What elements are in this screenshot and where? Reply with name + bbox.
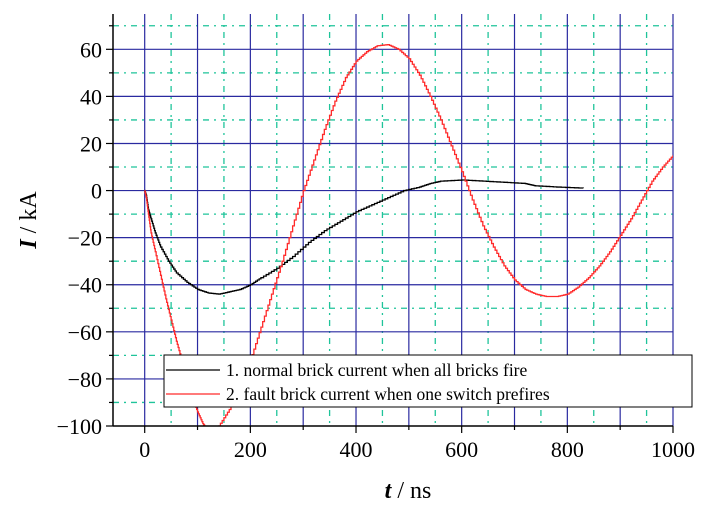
x-tick-label: 1000 bbox=[651, 437, 695, 462]
y-tick-label: −80 bbox=[68, 367, 102, 392]
y-tick-label: −100 bbox=[57, 414, 102, 439]
y-tick-label: 20 bbox=[80, 131, 102, 156]
y-axis-unit: / kA bbox=[16, 191, 42, 240]
axes bbox=[106, 14, 674, 433]
y-axis-title: I / kA bbox=[16, 191, 42, 250]
y-tick-label: 40 bbox=[80, 84, 102, 109]
x-axis-variable: t bbox=[385, 478, 393, 504]
x-tick-label: 200 bbox=[234, 437, 267, 462]
y-axis-variable: I bbox=[16, 238, 42, 250]
legend-box bbox=[163, 354, 693, 408]
x-axis-title: t / ns bbox=[385, 478, 432, 504]
y-tick-label: −20 bbox=[68, 226, 102, 251]
y-tick-label: 60 bbox=[80, 37, 102, 62]
y-tick-labels: −100 −80 −60 −40 −20 0 20 40 60 bbox=[57, 37, 102, 439]
y-tick-label: −60 bbox=[68, 320, 102, 345]
x-tick-label: 800 bbox=[551, 437, 584, 462]
x-tick-label: 400 bbox=[340, 437, 373, 462]
x-tick-labels: 0 200 400 600 800 1000 bbox=[139, 437, 695, 462]
legend-label-series-2: 2. fault brick current when one switch p… bbox=[226, 384, 550, 404]
x-tick-label: 0 bbox=[139, 437, 150, 462]
y-tick-label: 0 bbox=[91, 179, 102, 204]
legend-label-series-1: 1. normal brick current when all bricks … bbox=[226, 360, 528, 380]
x-axis-unit: / ns bbox=[391, 478, 431, 504]
legend: 1. normal brick current when all bricks … bbox=[163, 354, 693, 408]
series-1-line bbox=[144, 179, 584, 295]
x-tick-label: 600 bbox=[445, 437, 478, 462]
y-tick-label: −40 bbox=[68, 273, 102, 298]
